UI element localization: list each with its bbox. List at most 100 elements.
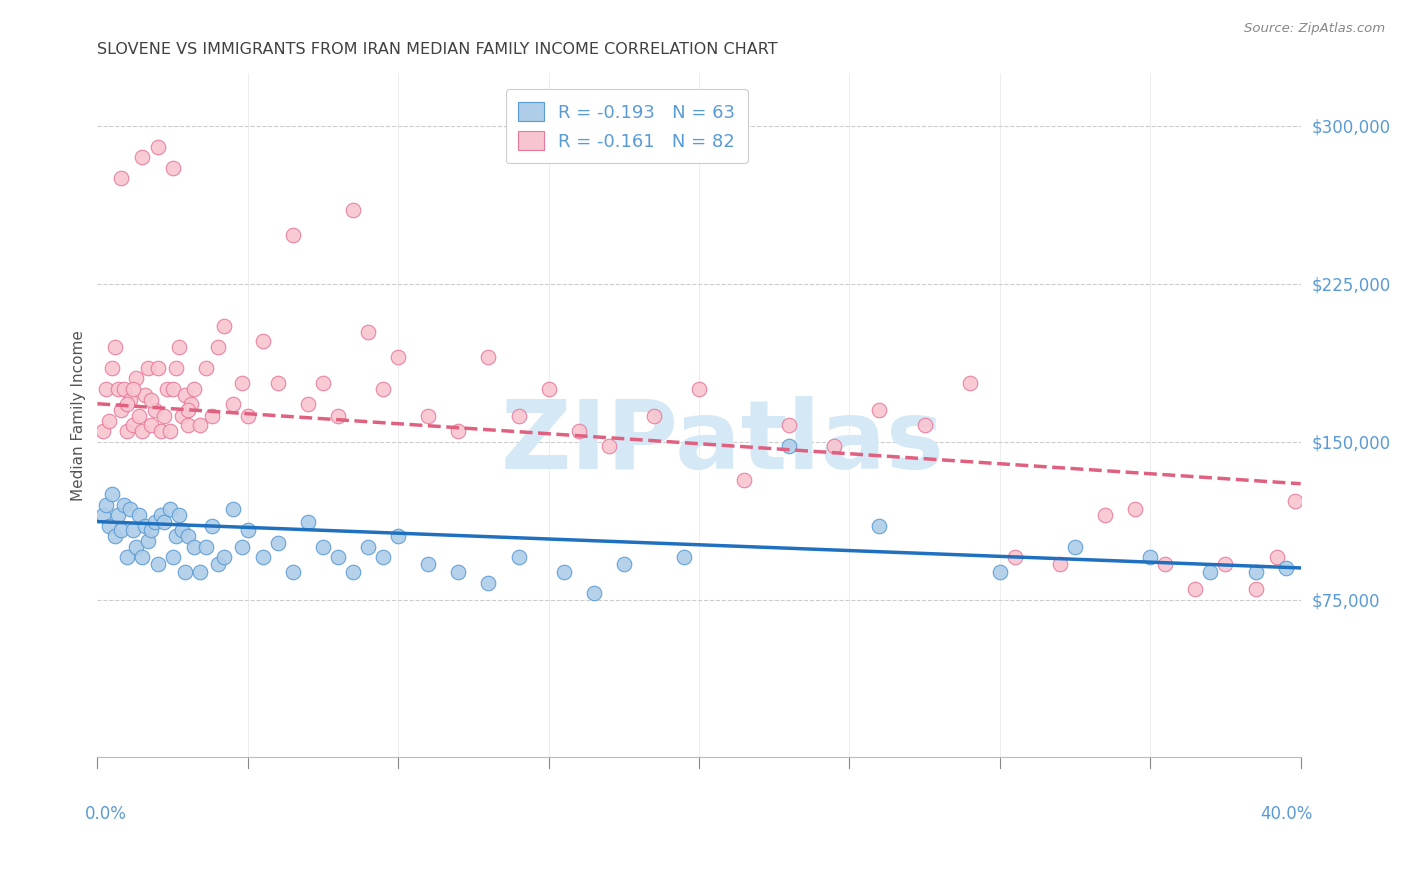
- Point: [117, 424, 139, 438]
- Point: [371, 550, 394, 565]
- Point: [176, 529, 198, 543]
- Point: [418, 409, 440, 424]
- Text: 40.0%: 40.0%: [1260, 805, 1313, 823]
- Point: [613, 557, 636, 571]
- Point: [93, 424, 115, 438]
- Y-axis label: Median Family Income: Median Family Income: [72, 330, 86, 500]
- Point: [342, 202, 364, 217]
- Point: [357, 540, 380, 554]
- Point: [236, 409, 259, 424]
- Point: [146, 360, 169, 375]
- Point: [101, 487, 124, 501]
- Point: [112, 382, 135, 396]
- Point: [125, 540, 148, 554]
- Point: [141, 417, 163, 432]
- Point: [212, 550, 235, 565]
- Point: [143, 403, 166, 417]
- Point: [1274, 561, 1296, 575]
- Point: [122, 417, 145, 432]
- Point: [1094, 508, 1116, 523]
- Point: [598, 439, 620, 453]
- Text: 0.0%: 0.0%: [86, 805, 127, 823]
- Point: [312, 540, 335, 554]
- Point: [447, 424, 470, 438]
- Point: [110, 403, 132, 417]
- Point: [188, 417, 211, 432]
- Point: [170, 409, 193, 424]
- Point: [141, 523, 163, 537]
- Point: [207, 340, 229, 354]
- Point: [1265, 550, 1288, 565]
- Point: [207, 557, 229, 571]
- Point: [1123, 502, 1146, 516]
- Point: [134, 388, 156, 402]
- Point: [1184, 582, 1206, 596]
- Point: [173, 388, 195, 402]
- Point: [326, 409, 349, 424]
- Point: [183, 382, 205, 396]
- Point: [125, 371, 148, 385]
- Point: [128, 409, 150, 424]
- Point: [120, 502, 142, 516]
- Point: [146, 140, 169, 154]
- Point: [143, 515, 166, 529]
- Point: [117, 397, 139, 411]
- Point: [1244, 582, 1267, 596]
- Point: [1244, 565, 1267, 579]
- Point: [477, 575, 499, 590]
- Point: [120, 392, 142, 407]
- Point: [1199, 565, 1222, 579]
- Point: [778, 439, 800, 453]
- Point: [231, 376, 253, 390]
- Point: [170, 523, 193, 537]
- Point: [131, 550, 153, 565]
- Point: [387, 351, 409, 365]
- Point: [101, 360, 124, 375]
- Point: [1049, 557, 1071, 571]
- Point: [988, 565, 1011, 579]
- Point: [131, 150, 153, 164]
- Point: [297, 515, 319, 529]
- Point: [537, 382, 560, 396]
- Point: [146, 557, 169, 571]
- Point: [1139, 550, 1161, 565]
- Point: [201, 518, 224, 533]
- Point: [252, 334, 274, 348]
- Point: [167, 508, 190, 523]
- Point: [117, 550, 139, 565]
- Point: [201, 409, 224, 424]
- Point: [112, 498, 135, 512]
- Point: [173, 565, 195, 579]
- Point: [553, 565, 575, 579]
- Point: [110, 171, 132, 186]
- Point: [162, 161, 184, 175]
- Point: [159, 424, 181, 438]
- Point: [672, 550, 695, 565]
- Point: [110, 523, 132, 537]
- Point: [733, 473, 755, 487]
- Point: [176, 403, 198, 417]
- Point: [643, 409, 665, 424]
- Point: [149, 508, 172, 523]
- Point: [357, 325, 380, 339]
- Text: Source: ZipAtlas.com: Source: ZipAtlas.com: [1244, 22, 1385, 36]
- Point: [1154, 557, 1177, 571]
- Point: [165, 360, 187, 375]
- Point: [342, 565, 364, 579]
- Point: [131, 424, 153, 438]
- Point: [159, 502, 181, 516]
- Point: [568, 424, 591, 438]
- Legend: R = -0.193   N = 63, R = -0.161   N = 82: R = -0.193 N = 63, R = -0.161 N = 82: [506, 89, 748, 163]
- Point: [122, 523, 145, 537]
- Point: [165, 529, 187, 543]
- Point: [93, 508, 115, 523]
- Point: [107, 382, 129, 396]
- Point: [167, 340, 190, 354]
- Point: [326, 550, 349, 565]
- Point: [914, 417, 936, 432]
- Point: [281, 565, 304, 579]
- Point: [1064, 540, 1087, 554]
- Point: [107, 508, 129, 523]
- Point: [1215, 557, 1237, 571]
- Point: [180, 397, 202, 411]
